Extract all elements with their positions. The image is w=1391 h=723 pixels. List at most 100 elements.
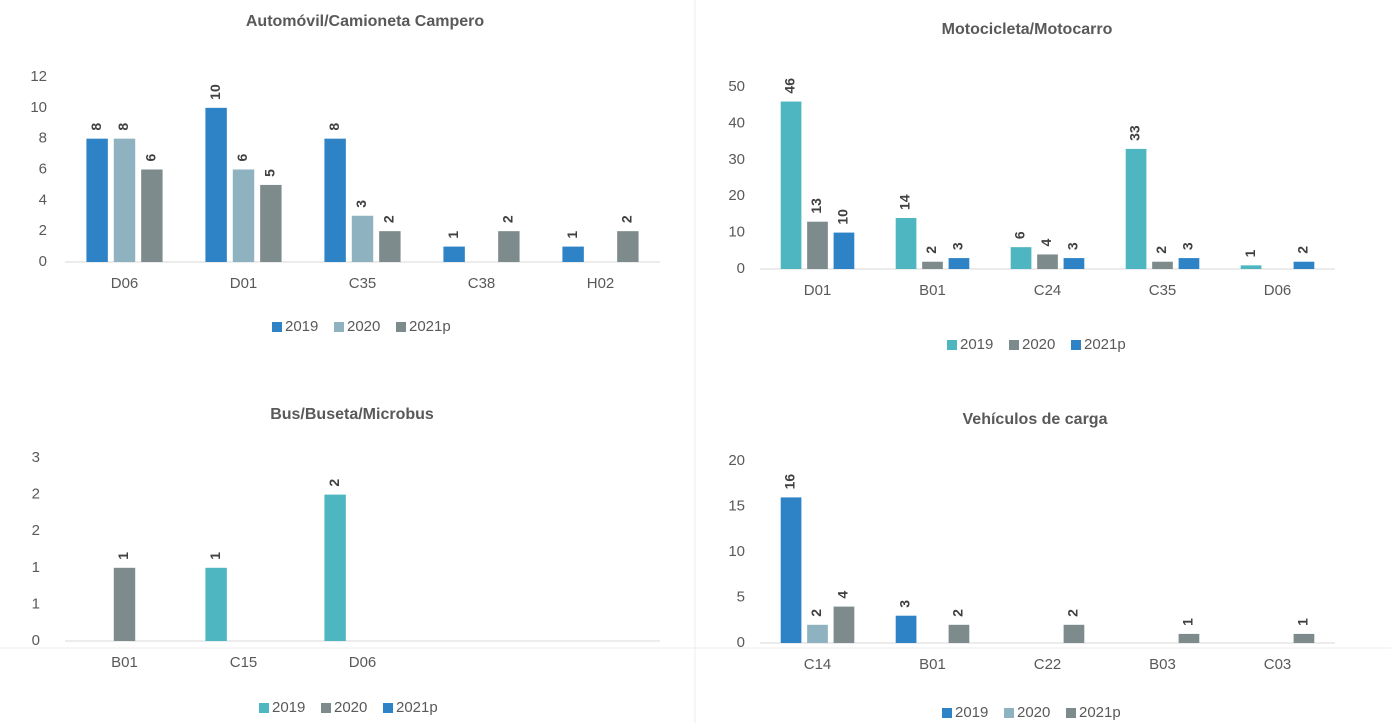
y-tick-label: 8	[39, 130, 47, 147]
legend-label: 2021p	[1084, 336, 1126, 353]
y-tick-label: 30	[728, 151, 745, 168]
data-label: 6	[143, 154, 159, 162]
data-label: 2	[950, 609, 966, 617]
data-label: 2	[1153, 246, 1169, 254]
chart-title: Vehículos de carga	[963, 411, 1108, 428]
data-label: 1	[115, 552, 131, 560]
data-label: 1	[1295, 618, 1311, 626]
legend-label: 2020	[334, 699, 367, 716]
y-tick-label: 4	[39, 191, 47, 208]
bar	[1063, 258, 1085, 269]
data-label: 3	[897, 600, 913, 608]
data-label: 6	[1012, 231, 1028, 239]
data-label: 2	[326, 479, 342, 487]
bar	[205, 107, 227, 262]
x-tick-label: D01	[230, 275, 258, 292]
x-tick-label: B01	[919, 656, 946, 673]
bar	[260, 184, 282, 262]
bar	[895, 615, 917, 643]
y-tick-label: 6	[39, 160, 47, 177]
chart-title: Automóvil/Camioneta Campero	[246, 13, 484, 30]
y-tick-label: 20	[728, 187, 745, 204]
data-label: 10	[207, 84, 223, 100]
y-tick-label: 10	[30, 99, 47, 116]
data-label: 8	[115, 123, 131, 131]
y-tick-label: 15	[728, 497, 745, 514]
bar	[1063, 624, 1085, 643]
data-label: 1	[207, 552, 223, 560]
data-label: 5	[262, 169, 278, 177]
bar	[1010, 247, 1032, 269]
data-label: 6	[234, 154, 250, 162]
y-tick-label: 1	[32, 559, 40, 576]
y-tick-label: 40	[728, 114, 745, 131]
bar	[948, 624, 970, 643]
bar	[833, 232, 855, 269]
chart-title: Bus/Buseta/Microbus	[270, 406, 434, 423]
data-label: 3	[950, 242, 966, 250]
legend-swatch	[1066, 708, 1076, 718]
legend-swatch	[1009, 340, 1019, 350]
x-tick-label: D06	[111, 275, 139, 292]
y-tick-label: 3	[32, 449, 40, 466]
x-tick-label: D06	[349, 654, 377, 671]
x-tick-label: C03	[1264, 656, 1292, 673]
legend-swatch	[1071, 340, 1081, 350]
bar	[324, 494, 346, 641]
bar	[617, 231, 639, 262]
data-label: 16	[782, 474, 798, 490]
data-label: 2	[1295, 246, 1311, 254]
legend-label: 2020	[1022, 336, 1055, 353]
bar	[113, 567, 136, 641]
bar	[141, 169, 163, 262]
data-label: 2	[808, 609, 824, 617]
y-tick-label: 2	[32, 486, 40, 503]
data-label: 2	[500, 215, 516, 223]
legend-label: 2019	[285, 318, 318, 335]
x-tick-label: B01	[111, 654, 138, 671]
y-tick-label: 10	[728, 543, 745, 560]
y-tick-label: 0	[32, 632, 40, 649]
legend-label: 2019	[960, 336, 993, 353]
y-tick-label: 2	[32, 522, 40, 539]
data-label: 33	[1127, 125, 1143, 141]
data-label: 3	[353, 200, 369, 208]
bar	[1152, 261, 1173, 269]
bar	[1240, 265, 1262, 269]
bar	[86, 138, 108, 262]
bar	[1293, 633, 1315, 643]
legend-swatch	[947, 340, 957, 350]
bar	[498, 231, 520, 262]
legend-label: 2021p	[409, 318, 451, 335]
x-tick-label: B03	[1149, 656, 1176, 673]
data-label: 8	[88, 123, 104, 131]
legend-swatch	[942, 708, 952, 718]
bar	[443, 246, 465, 262]
legend-label: 2020	[347, 318, 380, 335]
legend-swatch	[334, 322, 344, 332]
bar	[895, 218, 917, 269]
bar	[1178, 258, 1200, 269]
y-tick-label: 10	[728, 224, 745, 241]
x-tick-label: D01	[804, 282, 832, 299]
x-tick-label: B01	[919, 282, 946, 299]
x-tick-label: H02	[587, 275, 615, 292]
bar	[780, 497, 802, 643]
bar	[807, 221, 828, 269]
y-tick-label: 20	[728, 452, 745, 469]
legend-swatch	[259, 703, 269, 713]
x-tick-label: C24	[1034, 282, 1062, 299]
legend-label: 2019	[955, 704, 988, 721]
bar	[205, 567, 227, 641]
data-label: 4	[835, 591, 851, 599]
bar	[1293, 261, 1315, 269]
data-label: 4	[1038, 238, 1054, 246]
bar	[1178, 633, 1200, 643]
bar	[948, 258, 970, 269]
legend-swatch	[383, 703, 393, 713]
x-tick-label: C35	[349, 275, 377, 292]
data-label: 8	[326, 123, 342, 131]
bar	[379, 231, 401, 262]
x-tick-label: C22	[1034, 656, 1062, 673]
